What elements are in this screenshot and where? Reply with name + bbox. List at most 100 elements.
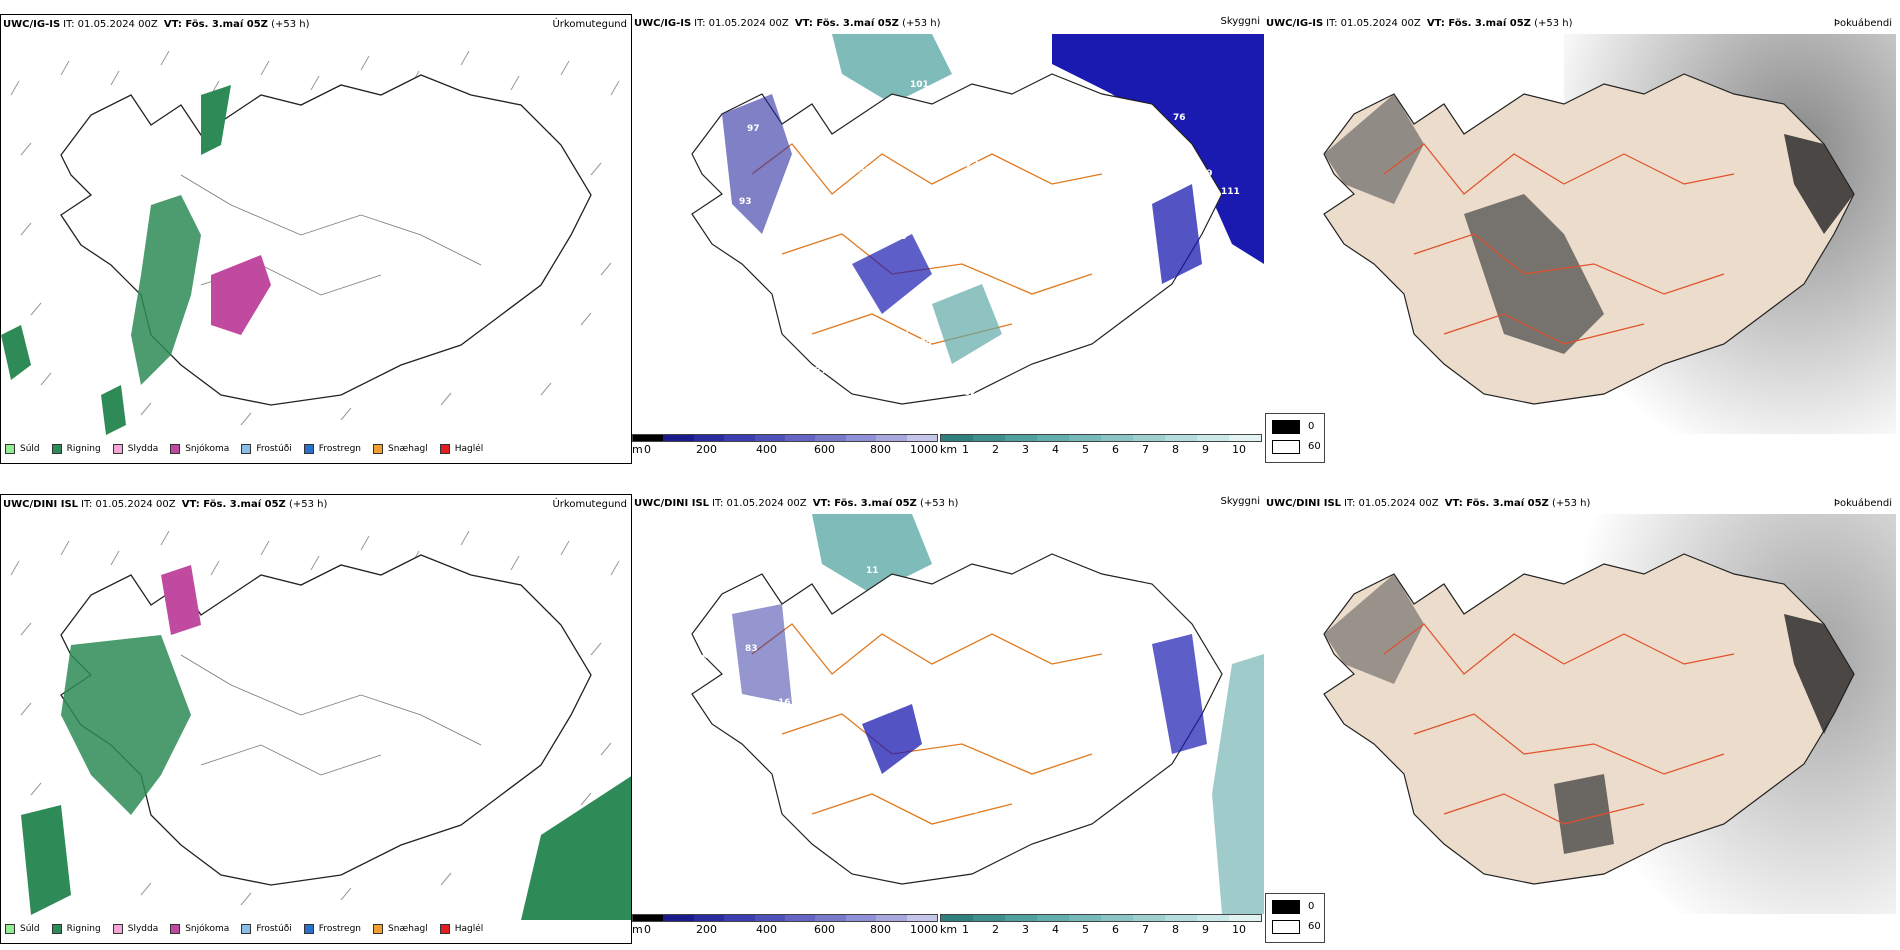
fog-swatch: [1272, 900, 1300, 914]
swatch: [51, 444, 62, 454]
cloud-base-value-label: 56: [1027, 874, 1040, 884]
swatch: [51, 924, 62, 934]
fog-panel-row1: UWC/IG-IS IT: 01.05.2024 00Z VT: Fös. 3.m…: [1264, 14, 1896, 464]
cloud-base-value-label: 16: [788, 180, 801, 190]
precip-panel-row2: UWC/DINI ISL IT: 01.05.2024 00Z VT: Fös. …: [0, 494, 632, 944]
tick-label: 5: [1082, 443, 1089, 456]
scale-unit: km: [940, 443, 958, 456]
cloud-panel-row2: UWC/DINI ISL IT: 01.05.2024 00Z VT: Fös. …: [632, 494, 1264, 944]
precip-map: [10, 530, 631, 920]
tick-label: 400: [756, 443, 777, 456]
cloud-base-value-label: 149: [1183, 763, 1202, 773]
cloud-base-value-label: 69: [813, 129, 826, 139]
panel-header: UWC/DINI ISL IT: 01.05.2024 00Z VT: Fös. …: [1266, 498, 1591, 509]
legend-item: Slydda: [112, 924, 158, 934]
fog-key-label: 60: [1308, 921, 1321, 932]
tick-label: 0: [644, 923, 651, 936]
tick-label: 7: [1142, 443, 1149, 456]
legend-item: Snæhagl: [373, 444, 428, 454]
panel-type-label: Úrkomutegund: [552, 19, 627, 30]
tick-label: 9: [1202, 443, 1209, 456]
legend-item: Haglél: [439, 924, 483, 934]
fog-swatch: [1272, 420, 1300, 434]
cloud-base-value-label: 60: [904, 214, 917, 224]
cloud-base-value-label: 10: [741, 312, 754, 322]
legend-item: Haglél: [439, 444, 483, 454]
tick-label: 8: [1172, 923, 1179, 936]
cloud-base-value-label: 89: [1069, 671, 1082, 681]
swatch: [241, 444, 252, 454]
tick-label: 1: [962, 923, 969, 936]
fog-key-row1: 0 60: [1265, 413, 1325, 463]
cloud-base-value-label: 66: [723, 377, 736, 387]
tick-label: 7: [1142, 923, 1149, 936]
cloud-base-value-label: 81: [1142, 138, 1155, 148]
cloud-base-value-label: 52: [800, 342, 813, 352]
cloud-base-value-label: 11: [866, 566, 879, 576]
panel-type-label: Úrkomutegund: [552, 499, 627, 510]
tick-label: 1000: [910, 443, 938, 456]
cloud-base-value-label: 69: [1030, 264, 1043, 274]
cloud-base-value-label: 76: [981, 196, 994, 206]
cloud-base-value-label: 42: [702, 651, 715, 661]
fog-key-label: 0: [1308, 901, 1315, 912]
cloud-base-value-label: 72: [1133, 683, 1146, 693]
visibility-colorbar: [940, 434, 1262, 442]
scale-unit: m: [632, 443, 643, 456]
panel-type-label: Skyggni: [1220, 16, 1260, 27]
fog-key-row2: 0 60: [1265, 893, 1325, 943]
cloud-base-value-label: 90: [1062, 94, 1075, 104]
cloud-base-value-label: 44: [756, 306, 769, 316]
swatch: [112, 924, 123, 934]
tick-label: 1000: [910, 923, 938, 936]
tick-label: 200: [696, 443, 717, 456]
cloud-base-value-label: 59: [787, 579, 800, 589]
cloud-map: 149 63 10 48 53 68 11 64 56 72 118 70 42 89 92 59 51 55 60…: [691, 514, 1264, 914]
cloud-base-value-label: 140: [981, 205, 1000, 215]
cloud-base-value-label: 77: [815, 366, 828, 376]
cloud-base-value-label: 84: [1122, 370, 1135, 380]
panel-type-label: Þokuábendi: [1833, 18, 1892, 29]
cloud-base-value-label: 55: [844, 168, 857, 178]
tick-label: 600: [814, 443, 835, 456]
legend-item: Snæhagl: [373, 924, 428, 934]
swatch: [5, 444, 15, 454]
tick-label: 1: [962, 443, 969, 456]
cloud-base-value-label: 109: [1164, 371, 1183, 381]
cloud-base-value-label: 55: [823, 844, 836, 854]
cloud-base-value-label: 76: [1173, 113, 1186, 123]
cloud-base-value-label: 92: [1130, 845, 1143, 855]
swatch: [170, 444, 181, 454]
tick-label: 200: [696, 923, 717, 936]
scale-unit: km: [940, 923, 958, 936]
legend-item: Rigning: [51, 924, 101, 934]
cloud-base-colorbar: [632, 914, 938, 922]
tick-label: 2: [992, 443, 999, 456]
fog-panel-row2: UWC/DINI ISL IT: 01.05.2024 00Z VT: Fös. …: [1264, 494, 1896, 944]
cloud-base-value-label: 111: [1221, 187, 1240, 197]
cloud-base-value-label: 105: [913, 338, 932, 348]
precip-legend: Súld Rigning Slydda Snjókoma Frostúði Fr…: [5, 921, 495, 937]
tick-label: 10: [1232, 443, 1246, 456]
precip-panel-row1: UWC/IG-IS IT: 01.05.2024 00Z VT: Fös. 3.m…: [0, 14, 632, 464]
cloud-base-value-label: 8: [910, 195, 916, 205]
cloud-base-value-label: 80: [1184, 564, 1197, 574]
tick-label: 0: [644, 443, 651, 456]
tick-label: 8: [1172, 443, 1179, 456]
tick-label: 600: [814, 923, 835, 936]
tick-label: 800: [870, 443, 891, 456]
scale-unit: m: [632, 923, 643, 936]
cloud-base-value-label: 47: [921, 128, 934, 138]
panel-type-label: Skyggni: [1220, 496, 1260, 507]
panel-header: UWC/IG-IS IT: 01.05.2024 00Z VT: Fös. 3.m…: [3, 19, 310, 30]
legend-item: Súld: [5, 444, 40, 454]
cloud-base-value-label: 56: [817, 303, 830, 313]
swatch: [303, 924, 314, 934]
cloud-base-value-label: 101: [910, 80, 929, 90]
tick-label: 4: [1052, 443, 1059, 456]
cloud-base-value-label: 65: [1114, 755, 1127, 765]
swatch: [170, 924, 181, 934]
tick-label: 10: [1232, 923, 1246, 936]
cloud-base-value-label: 200: [1071, 266, 1090, 276]
cloud-base-value-label: 53: [965, 799, 978, 809]
